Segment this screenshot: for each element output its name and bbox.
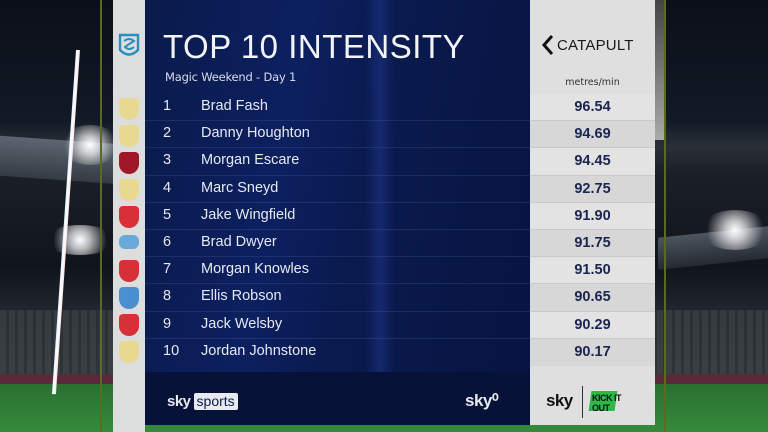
player-name: Ellis Robson: [201, 288, 282, 305]
team-badge: [119, 260, 139, 282]
catapult-wordmark: CATAPULT: [557, 36, 634, 54]
intensity-value: 96.54: [530, 94, 655, 122]
sky-zero-logo: sky⁰: [465, 391, 499, 410]
graphic-title: TOP 10 INTENSITY: [163, 28, 466, 65]
player-row: 5 Jake Wingfield: [145, 203, 530, 230]
team-badge: [119, 125, 139, 147]
player-name: Jake Wingfield: [201, 206, 296, 223]
floodlight-left-mid: [45, 225, 115, 255]
kick-it-out-logo: KICK IT OUT: [588, 389, 634, 413]
team-badge: [119, 98, 139, 120]
intensity-value: 90.29: [530, 311, 655, 339]
rank: 1: [163, 98, 172, 114]
player-row: 6 Brad Dwyer: [145, 230, 530, 258]
kick-it-out-wordmark: KICK IT OUT: [592, 393, 622, 413]
player-row: 9 Jack Welsby: [145, 312, 530, 339]
super-league-shield-icon: [118, 33, 140, 56]
player-row: 4 Marc Sneyd: [145, 176, 530, 203]
sky-logo: sky: [546, 391, 573, 410]
sports-wordmark: sports: [193, 393, 238, 410]
sky-wordmark: sky: [167, 393, 191, 410]
rank: 3: [163, 152, 172, 169]
intensity-value: 91.90: [530, 202, 655, 230]
player-name: Jordan Johnstone: [201, 342, 317, 359]
frame-edge-left: [100, 0, 102, 432]
player-row: 2 Danny Houghton: [145, 121, 530, 149]
panel-sheen: [365, 0, 395, 425]
logo-divider: [582, 386, 583, 418]
player-name: Jack Welsby: [201, 315, 283, 332]
player-row: 10 Jordan Johnstone: [145, 339, 530, 366]
rank: 9: [163, 315, 172, 332]
team-badge: [119, 206, 139, 228]
intensity-value: 94.69: [530, 121, 655, 149]
intensity-value: 90.17: [530, 338, 655, 366]
rank: 6: [163, 233, 172, 250]
intensity-value: 92.75: [530, 175, 655, 203]
intensity-value: 94.45: [530, 148, 655, 176]
frame-edge-right: [664, 0, 666, 432]
player-name: Marc Sneyd: [201, 179, 279, 196]
player-row: 8 Ellis Robson: [145, 284, 530, 312]
player-name: Morgan Escare: [201, 152, 300, 169]
team-badge: [119, 314, 139, 336]
intensity-value: 90.65: [530, 284, 655, 312]
rank: 8: [163, 288, 172, 305]
player-name: Brad Fash: [201, 98, 268, 114]
frame-shade-right: [655, 0, 665, 140]
rank: 7: [163, 261, 172, 278]
unit-label: metres/min: [565, 77, 620, 88]
values-panel: CATAPULT metres/min 96.54 94.69 94.45 92…: [530, 0, 655, 425]
intensity-value: 91.50: [530, 257, 655, 285]
player-name: Danny Houghton: [201, 125, 310, 142]
team-badge: [119, 235, 139, 249]
player-row: 1 Brad Fash: [145, 94, 530, 122]
player-list: 1 Brad Fash 2 Danny Houghton 3 Morgan Escar…: [145, 94, 530, 366]
sky-sports-logo: sky sports: [167, 393, 238, 410]
team-badge: [119, 287, 139, 309]
player-name: Morgan Knowles: [201, 261, 309, 278]
team-badge: [119, 341, 139, 363]
team-badge: [119, 152, 139, 174]
rank: 4: [163, 179, 172, 196]
intensity-value: 91.75: [530, 229, 655, 258]
player-row: 7 Morgan Knowles: [145, 257, 530, 285]
player-row: 3 Morgan Escare: [145, 148, 530, 176]
team-badge-strip: [113, 0, 145, 432]
rank: 10: [163, 342, 180, 359]
catapult-logo: CATAPULT: [541, 35, 634, 55]
catapult-mark-icon: [541, 35, 554, 55]
leaderboard-panel: TOP 10 INTENSITY Magic Weekend - Day 1 1…: [145, 0, 530, 425]
rank: 5: [163, 206, 172, 223]
rank: 2: [163, 125, 172, 142]
player-name: Brad Dwyer: [201, 233, 277, 250]
floodlight-right: [700, 210, 768, 250]
team-badge: [119, 179, 139, 201]
graphic-subtitle: Magic Weekend - Day 1: [165, 70, 297, 84]
value-list: 96.54 94.69 94.45 92.75 91.90 91.75 91.5…: [530, 94, 655, 366]
